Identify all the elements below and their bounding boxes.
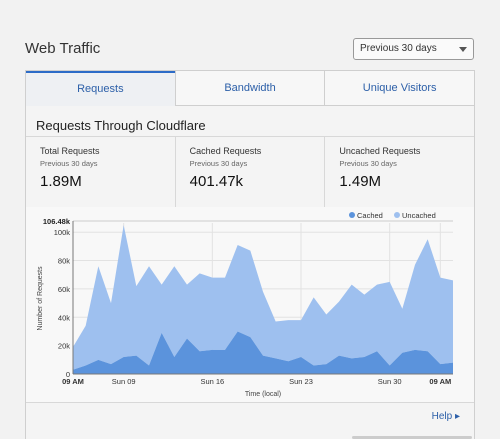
legend-uncached-label: Uncached bbox=[402, 211, 436, 220]
stats-row: Total Requests Previous 30 days 1.89M Ca… bbox=[26, 136, 474, 208]
stat-label: Uncached Requests bbox=[339, 146, 421, 156]
stat-value: 1.89M bbox=[40, 173, 82, 190]
page-title: Web Traffic bbox=[25, 40, 101, 57]
x-tick-label: 09 AM bbox=[429, 377, 451, 386]
period-dropdown-value: Previous 30 days bbox=[360, 43, 437, 54]
x-axis-label: Time (local) bbox=[245, 391, 281, 398]
stat-label: Total Requests bbox=[40, 146, 100, 156]
stat-cached-requests: Cached Requests Previous 30 days 401.47k bbox=[174, 137, 325, 207]
stat-label: Cached Requests bbox=[189, 146, 262, 156]
x-tick-label: Sun 23 bbox=[289, 377, 313, 386]
section-title: Requests Through Cloudflare bbox=[36, 118, 206, 133]
period-dropdown[interactable]: Previous 30 days bbox=[353, 38, 474, 60]
stat-period: Previous 30 days bbox=[40, 159, 98, 168]
stat-value: 401.47k bbox=[189, 173, 244, 190]
stat-total-requests: Total Requests Previous 30 days 1.89M bbox=[26, 137, 175, 207]
series-cached-area bbox=[73, 331, 453, 374]
legend-cached-swatch bbox=[349, 212, 355, 218]
requests-chart-area: 0 20k 40k 60k 80k 100k 106.48k 09 AM Sun 09 Sun 1… bbox=[26, 207, 474, 403]
y-tick-label: 40k bbox=[58, 313, 70, 322]
x-tick-label: Sun 09 bbox=[112, 377, 136, 386]
y-tick-label: 60k bbox=[58, 285, 70, 294]
tab-bar: Requests Bandwidth Unique Visitors bbox=[26, 71, 475, 106]
series-uncached-area bbox=[73, 225, 453, 370]
legend-uncached-swatch bbox=[394, 212, 400, 218]
y-tick-label: 80k bbox=[58, 257, 70, 266]
x-tick-label: Sun 16 bbox=[200, 377, 224, 386]
help-link[interactable]: Help ▸ bbox=[432, 411, 460, 422]
traffic-card: Requests Bandwidth Unique Visitors Reque… bbox=[25, 70, 475, 439]
tab-requests[interactable]: Requests bbox=[26, 71, 175, 106]
chevron-down-icon bbox=[459, 47, 467, 52]
scroll-hint bbox=[352, 436, 472, 439]
requests-chart: 0 20k 40k 60k 80k 100k 106.48k 09 AM Sun 09 Sun 1… bbox=[37, 211, 453, 398]
tab-unique-visitors[interactable]: Unique Visitors bbox=[324, 71, 475, 106]
y-max-label: 106.48k bbox=[43, 217, 71, 226]
legend-cached-label: Cached bbox=[357, 211, 383, 220]
caret-right-icon: ▸ bbox=[454, 411, 460, 422]
help-label: Help bbox=[431, 411, 453, 422]
stat-period: Previous 30 days bbox=[189, 159, 248, 168]
y-tick-label: 20k bbox=[58, 342, 70, 351]
tab-bandwidth[interactable]: Bandwidth bbox=[174, 71, 325, 106]
stat-period: Previous 30 days bbox=[339, 159, 397, 168]
y-tick-label: 100k bbox=[54, 228, 71, 237]
y-tick-label: 0 bbox=[66, 370, 70, 379]
y-axis-label: Number of Requests bbox=[37, 266, 44, 331]
stat-value: 1.49M bbox=[339, 173, 382, 190]
stat-uncached-requests: Uncached Requests Previous 30 days 1.49M bbox=[324, 137, 474, 207]
x-tick-label: Sun 30 bbox=[378, 377, 402, 386]
x-tick-label: 09 AM bbox=[62, 377, 84, 386]
